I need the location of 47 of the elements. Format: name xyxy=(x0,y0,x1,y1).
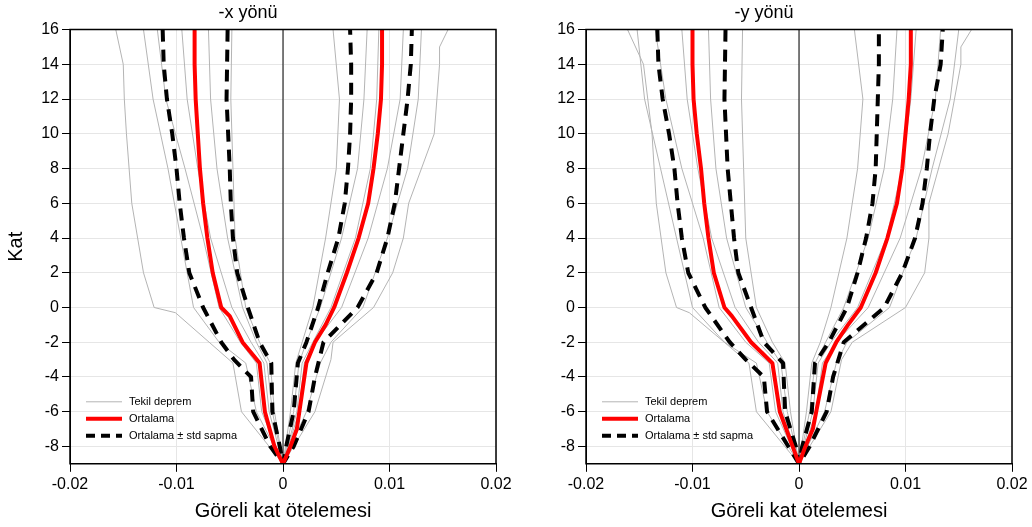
y-axis-title: Kat xyxy=(3,231,26,262)
chart-title: -y yönü xyxy=(734,1,794,22)
y-tick-label: -8 xyxy=(560,436,576,454)
x-tick-label: 0.02 xyxy=(996,474,1028,492)
y-tick-label: 6 xyxy=(566,193,576,211)
y-tick-label: 0 xyxy=(50,297,60,315)
x-tick-label: -0.02 xyxy=(51,474,89,492)
y-tick-label: 12 xyxy=(557,89,576,107)
chart-title: -x yönü xyxy=(218,1,278,22)
y-tick-label: 0 xyxy=(566,297,576,315)
legend-label: Ortalama xyxy=(129,411,176,424)
y-tick-label: 2 xyxy=(50,263,60,281)
y-tick-label: 6 xyxy=(50,193,60,211)
legend-label: Tekil deprem xyxy=(645,394,708,407)
x-tick-label: -0.01 xyxy=(158,474,195,492)
y-tick-label: -2 xyxy=(44,332,60,350)
x-tick-label: 0.02 xyxy=(480,474,512,492)
y-tick-label: 8 xyxy=(566,158,576,176)
x-axis-title: Göreli kat ötelemesi xyxy=(194,498,372,521)
legend-label: Ortalama ± std sapma xyxy=(129,428,239,441)
x-tick-label: -0.01 xyxy=(674,474,711,492)
y-tick-label: 8 xyxy=(50,158,60,176)
y-tick-label: -6 xyxy=(44,402,60,420)
y-tick-label: -8 xyxy=(44,436,60,454)
y-tick-label: 4 xyxy=(566,228,576,246)
x-tick-label: 0 xyxy=(794,474,804,492)
y-tick-label: 16 xyxy=(41,20,60,38)
y-tick-label: -6 xyxy=(560,402,576,420)
y-tick-label: 2 xyxy=(566,263,576,281)
x-tick-label: -0.02 xyxy=(567,474,605,492)
x-axis-title: Göreli kat ötelemesi xyxy=(710,498,888,521)
y-tick-label: 10 xyxy=(557,124,576,142)
y-tick-label: 14 xyxy=(41,54,60,72)
y-tick-label: 10 xyxy=(41,124,60,142)
y-tick-label: -2 xyxy=(560,332,576,350)
legend-label: Tekil deprem xyxy=(129,394,192,407)
legend-label: Ortalama ± std sapma xyxy=(645,428,755,441)
y-tick-label: 4 xyxy=(50,228,60,246)
legend-label: Ortalama xyxy=(645,411,692,424)
y-tick-label: 12 xyxy=(41,89,60,107)
y-tick-label: -4 xyxy=(44,367,60,385)
x-tick-label: 0.01 xyxy=(373,474,406,492)
y-tick-label: 14 xyxy=(557,54,576,72)
y-tick-label: -4 xyxy=(560,367,576,385)
x-tick-label: 0.01 xyxy=(889,474,922,492)
y-tick-label: 16 xyxy=(557,20,576,38)
x-tick-label: 0 xyxy=(278,474,288,492)
